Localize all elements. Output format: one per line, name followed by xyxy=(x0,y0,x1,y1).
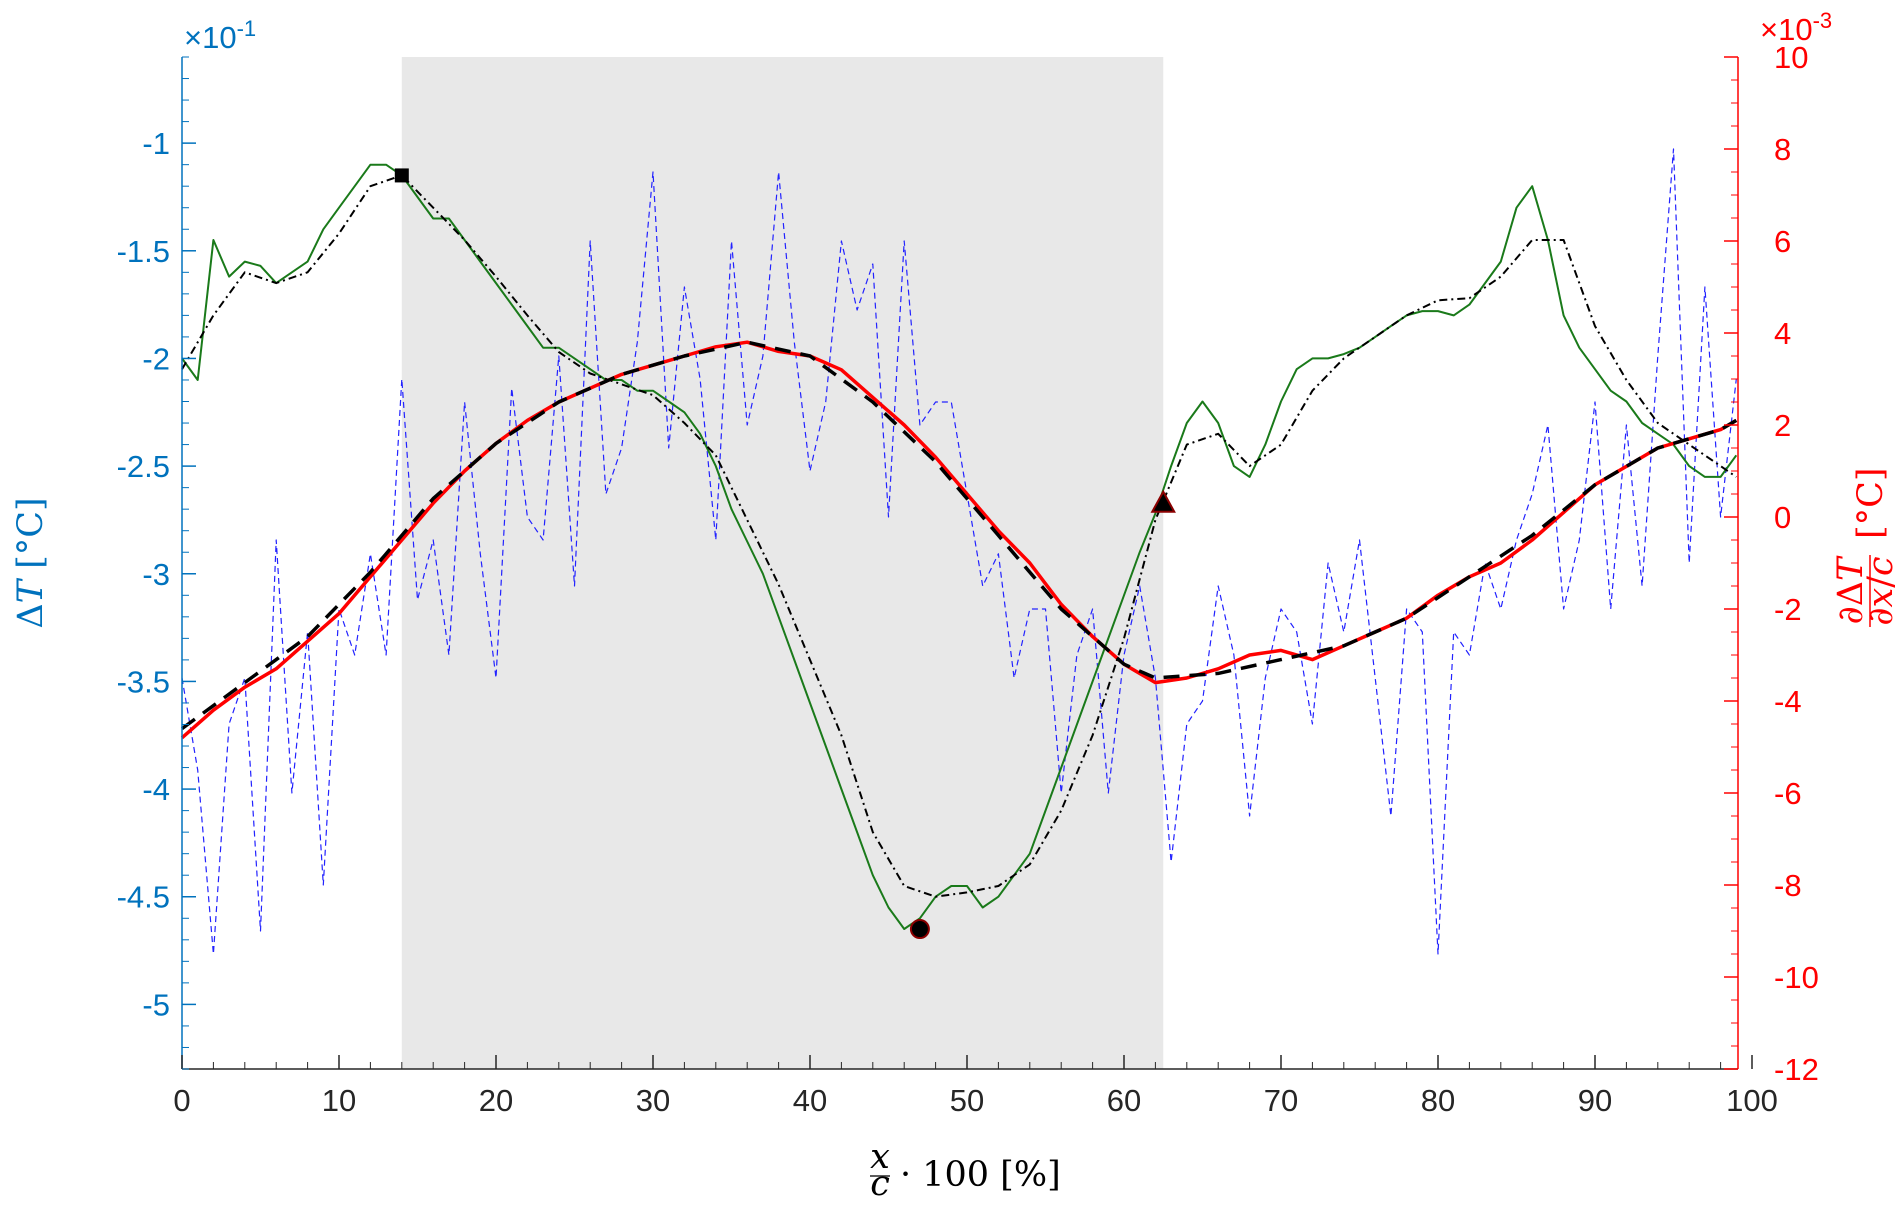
right-tick-label: -12 xyxy=(1774,1052,1819,1087)
x-tick-label: 20 xyxy=(479,1083,513,1118)
x-axis-label: x c · 100 [%] xyxy=(870,1137,1061,1204)
right-y-axis-label: ∂ΔT ∂x/c [°C] xyxy=(1831,467,1901,627)
left-tick-label: -2 xyxy=(142,341,170,376)
left-tick-label: -3.5 xyxy=(117,664,170,699)
x-tick-label: 60 xyxy=(1107,1083,1141,1118)
right-axis-exponent: ×10-3 xyxy=(1760,8,1832,47)
left-tick-label: -2.5 xyxy=(117,449,170,484)
x-tick-label: 0 xyxy=(173,1083,190,1118)
svg-text:∂x/c: ∂x/c xyxy=(1861,556,1901,625)
x-tick-label: 50 xyxy=(950,1083,984,1118)
right-tick-label: 6 xyxy=(1774,224,1791,259)
svg-text:c: c xyxy=(870,1164,890,1204)
svg-text:ΔT [°C]: ΔT [°C] xyxy=(11,497,51,628)
right-tick-label: 0 xyxy=(1774,500,1791,535)
svg-text:· 100 [%]: · 100 [%] xyxy=(900,1155,1061,1195)
x-tick-label: 30 xyxy=(636,1083,670,1118)
circle-marker xyxy=(911,920,929,938)
left-tick-label: -1 xyxy=(142,126,170,161)
x-tick-label: 90 xyxy=(1578,1083,1612,1118)
right-tick-label: 2 xyxy=(1774,408,1791,443)
right-tick-label: 8 xyxy=(1774,132,1791,167)
left-tick-label: -4 xyxy=(142,772,170,807)
x-tick-label: 10 xyxy=(322,1083,356,1118)
right-tick-label: -8 xyxy=(1774,868,1802,903)
right-tick-label: -2 xyxy=(1774,592,1802,627)
right-tick-label: -10 xyxy=(1774,960,1819,995)
x-tick-label: 40 xyxy=(793,1083,827,1118)
left-y-axis-label: ΔT [°C] xyxy=(11,497,51,628)
x-tick-label: 100 xyxy=(1726,1083,1778,1118)
left-axis-exponent: ×10-1 xyxy=(184,16,256,55)
right-tick-label: -4 xyxy=(1774,684,1802,719)
x-tick-label: 70 xyxy=(1264,1083,1298,1118)
left-tick-label: -3 xyxy=(142,557,170,592)
right-tick-label: 4 xyxy=(1774,316,1791,351)
left-tick-label: -1.5 xyxy=(117,234,170,269)
left-tick-label: -4.5 xyxy=(117,880,170,915)
square-marker xyxy=(395,168,409,182)
svg-text:[°C]: [°C] xyxy=(1851,467,1891,539)
right-tick-label: -6 xyxy=(1774,776,1802,811)
left-tick-label: -5 xyxy=(142,987,170,1022)
x-tick-label: 80 xyxy=(1421,1083,1455,1118)
